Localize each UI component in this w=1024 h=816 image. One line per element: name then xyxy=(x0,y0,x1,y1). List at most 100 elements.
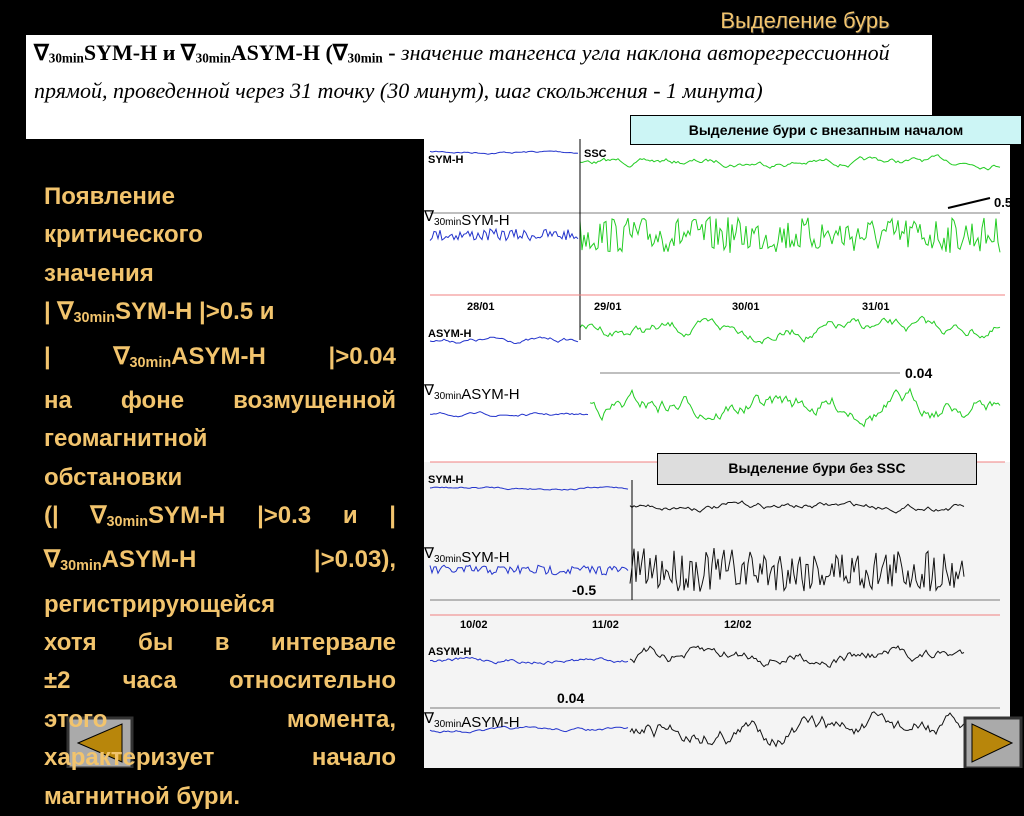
text: обстановки xyxy=(44,463,183,491)
date-label: 11/02 xyxy=(592,619,619,631)
trace xyxy=(429,564,629,576)
text: | ∇ xyxy=(44,298,74,326)
text: 30min xyxy=(195,50,231,66)
text: ∇ xyxy=(44,546,61,574)
text: 30min xyxy=(434,719,461,730)
criteria-line: характеризует начало xyxy=(44,739,396,777)
text: 30min xyxy=(73,310,116,327)
label: ∇30minSYM-H xyxy=(423,545,510,566)
label: SSC xyxy=(584,148,607,160)
date-label: 30/01 xyxy=(732,301,760,313)
text: ASYM-H |>0.04 xyxy=(171,342,396,370)
trace xyxy=(629,645,965,668)
text: магнитной бури. xyxy=(44,782,240,810)
text: ASYM-H (∇ xyxy=(230,40,348,65)
text: ±2 часа относительно xyxy=(44,667,396,695)
criteria-line: хотя бы в интервале xyxy=(44,624,396,662)
arrow xyxy=(947,197,991,209)
label: 0.04 xyxy=(557,690,584,706)
charts: SYM-H SSC ∇30minSYM-H 0.5 ASYM-H ∇30minA… xyxy=(66,130,1023,768)
trace xyxy=(589,387,1001,428)
text: - xyxy=(382,40,402,65)
slide-title: Выделение бурь xyxy=(720,8,890,33)
text: 30min xyxy=(347,50,383,66)
text: ∇ xyxy=(34,40,49,65)
label: 0.04 xyxy=(905,365,932,381)
label: SYM-H xyxy=(428,474,464,486)
text: 30min xyxy=(60,558,102,575)
panel-title: Выделение бури без SSC xyxy=(657,453,977,485)
trace xyxy=(429,336,579,345)
text: 30min xyxy=(106,513,149,530)
text: 30min xyxy=(434,217,461,228)
text: | ∇ xyxy=(44,342,130,370)
text: ASYM-H xyxy=(461,714,519,731)
criteria-line: значения xyxy=(44,255,396,293)
date-label: 10/02 xyxy=(460,619,488,631)
criteria: Появление критического значения | ∇30minSYM… xyxy=(44,178,396,816)
text: ∇ xyxy=(423,208,435,225)
trace xyxy=(429,725,629,734)
text: SYM-H |>0.3 и | xyxy=(148,502,396,529)
text: ∇ xyxy=(423,382,435,399)
trace xyxy=(629,711,965,748)
label: -0.5 xyxy=(572,582,596,598)
trace xyxy=(429,227,579,242)
trace xyxy=(429,150,579,155)
nav-next[interactable] xyxy=(963,716,1023,768)
criteria-line: | ∇30minSYM-H |>0.5 и xyxy=(44,293,396,337)
slide: SYM-H SSC ∇30minSYM-H 0.5 ASYM-H ∇30minA… xyxy=(26,8,1023,810)
text: ASYM-H xyxy=(461,386,519,403)
text: 30min xyxy=(129,354,172,371)
panel-bg xyxy=(424,130,1010,462)
text: ∇ xyxy=(423,710,435,727)
label: ∇30minASYM-H xyxy=(423,382,520,403)
criteria-line: регистрирующейся xyxy=(44,586,396,624)
text: (| ∇ xyxy=(44,502,107,529)
date-label: 12/02 xyxy=(724,619,752,631)
label: 0.5 xyxy=(994,195,1012,210)
trace xyxy=(429,411,589,418)
text: SYM-H xyxy=(461,549,509,566)
label: ∇30minASYM-H xyxy=(423,710,520,731)
text: SYM-H |>0.5 и xyxy=(115,298,275,326)
trace xyxy=(429,656,629,665)
label: ASYM-H xyxy=(428,328,471,340)
criteria-line: обстановки xyxy=(44,459,396,497)
text: этого момента, xyxy=(44,705,396,733)
text: 30min xyxy=(48,50,84,66)
text: хотя бы в интервале xyxy=(44,628,396,656)
trace xyxy=(629,547,965,592)
text: на фоне возмущенной xyxy=(44,386,396,414)
text: ∇ xyxy=(423,545,435,562)
panel-title: Выделение бури с внезапным началом xyxy=(630,115,1022,145)
date-label: 28/01 xyxy=(467,301,495,313)
text: Появление xyxy=(44,183,175,210)
text: значения xyxy=(44,259,154,287)
trace xyxy=(429,486,629,491)
criteria-line: этого момента, xyxy=(44,701,396,739)
text: SYM-H xyxy=(461,212,509,229)
trace xyxy=(579,315,1001,345)
text: геомагнитной xyxy=(44,425,208,453)
trace xyxy=(579,154,1001,171)
text: регистрирующейся xyxy=(44,590,276,618)
criteria-line: ±2 часа относительно xyxy=(44,662,396,700)
text: SYM-H и ∇ xyxy=(83,40,196,65)
trace xyxy=(579,216,1001,253)
text: ASYM-H |>0.03), xyxy=(101,546,396,574)
nav-prev[interactable] xyxy=(66,716,134,768)
text: 30min xyxy=(434,554,461,565)
text: характеризует начало xyxy=(44,744,396,772)
criteria-line: ∇30minASYM-H |>0.03), xyxy=(44,541,396,585)
criteria-line: магнитной бури. xyxy=(44,778,396,816)
text: критического xyxy=(44,221,203,249)
criteria-line: | ∇30minASYM-H |>0.04 xyxy=(44,338,396,382)
label: SYM-H xyxy=(428,154,464,166)
date-label: 29/01 xyxy=(594,301,622,313)
text: 30min xyxy=(434,391,461,402)
text: значение тангенса угла наклона авторегре… xyxy=(34,40,890,103)
criteria-line: геомагнитной xyxy=(44,420,396,458)
label: ASYM-H xyxy=(428,646,471,658)
trace xyxy=(629,500,965,514)
